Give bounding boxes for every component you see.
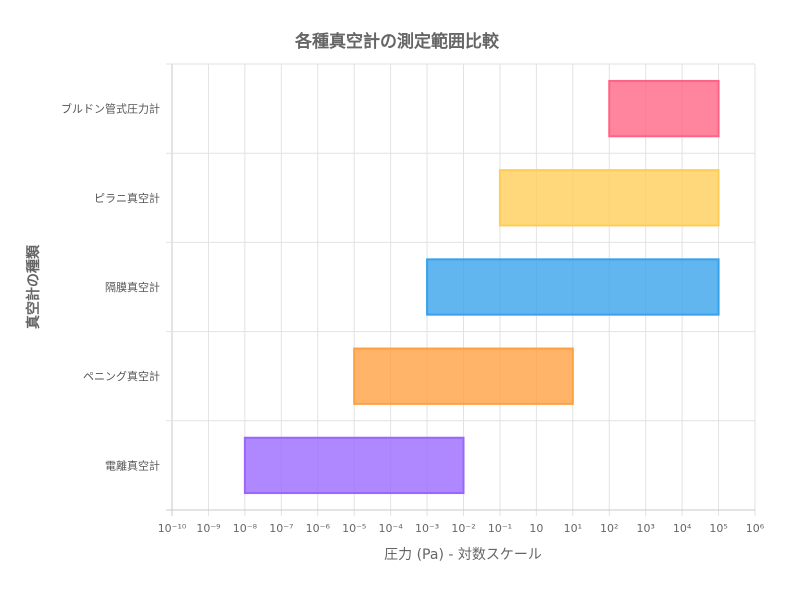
category-label: 電離真空計: [105, 458, 160, 472]
x-tick-label: 10: [529, 522, 543, 535]
x-tick-label: 10⁻⁷: [269, 522, 293, 535]
x-tick-label: 10⁵: [709, 522, 727, 535]
y-axis-title: 真空計の種類: [25, 244, 42, 329]
x-tick-label: 10⁻³: [415, 522, 439, 535]
x-axis-title: 圧力 (Pa) - 対数スケール: [384, 547, 542, 563]
x-tick-label: 10³: [636, 522, 654, 535]
range-bar: [353, 347, 574, 405]
x-tick-label: 10⁻¹⁰: [158, 522, 187, 535]
category-label: ペニング真空計: [83, 369, 160, 383]
range-bar: [498, 169, 720, 227]
x-tick-label: 10²: [600, 522, 618, 535]
x-tick-label: 10⁻⁶: [306, 522, 331, 535]
x-tick-label: 10⁴: [673, 522, 692, 535]
range-bar: [426, 258, 720, 316]
category-label: ピラニ真空計: [94, 191, 160, 205]
x-tick-label: 10⁶: [746, 522, 765, 535]
chart-title: 各種真空計の測定範囲比較: [294, 31, 500, 52]
x-tick-label: 10⁻⁸: [233, 522, 258, 535]
category-label: 隔膜真空計: [105, 280, 160, 294]
x-tick-label: 10¹: [564, 522, 582, 535]
x-tick-label: 10⁻¹: [488, 522, 512, 535]
x-tick-label: 10⁻²: [451, 522, 475, 535]
x-tick-label: 10⁻⁹: [196, 522, 220, 535]
range-bar: [608, 79, 720, 138]
range-bar: [243, 436, 465, 495]
x-tick-labels: 10⁻¹⁰ 10⁻⁹ 10⁻⁸ 10⁻⁷ 10⁻⁶ 10⁻⁵ 10⁻⁴ 10⁻³ 10⁻² 10⁻…: [158, 522, 765, 535]
x-tick-label: 10⁻⁵: [342, 522, 366, 535]
category-label: ブルドン管式圧力計: [61, 102, 160, 116]
x-tick-label: 10⁻⁴: [379, 522, 404, 535]
range-bars: [243, 79, 720, 495]
